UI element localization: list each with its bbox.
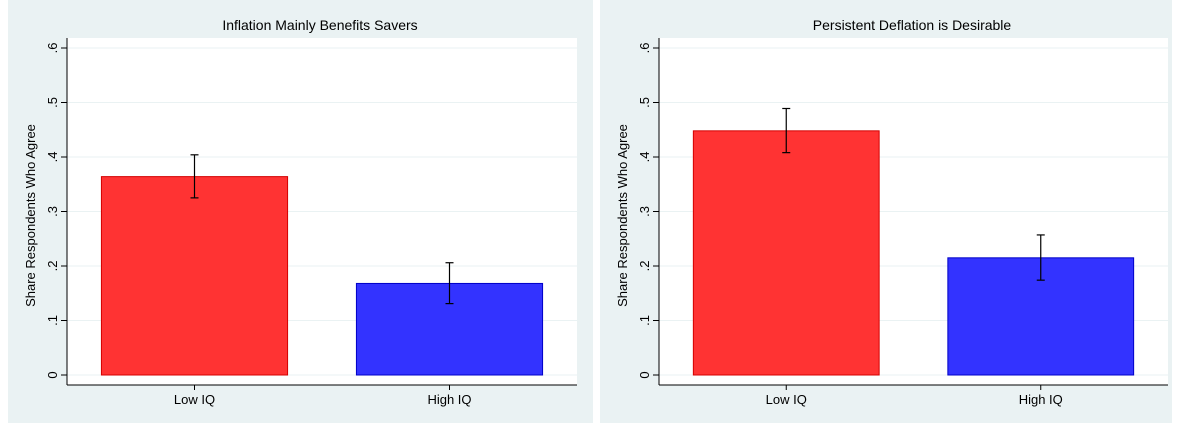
chart-panel-1: Inflation Mainly Benefits Savers 0 .1 .2 .3.… xyxy=(8,0,593,423)
chart-panel-2: Persistent Deflation is Desirable 0 .1 .2 .3… xyxy=(600,0,1172,423)
y-tick-label: .2 xyxy=(637,261,652,272)
y-axis-label: Share Respondents Who Agree xyxy=(23,124,38,307)
x-tick-label: Low IQ xyxy=(174,392,215,407)
y-tick-label: .2 xyxy=(45,261,60,272)
y-tick-label: .4 xyxy=(637,152,652,163)
bar-0 xyxy=(100,176,289,376)
bar-0 xyxy=(692,130,880,376)
y-tick-label: .6 xyxy=(637,43,652,54)
y-tick-label: .1 xyxy=(637,315,652,326)
x-tick-label: High IQ xyxy=(427,392,471,407)
chart-title: Persistent Deflation is Desirable xyxy=(813,17,1012,33)
x-tick-label: Low IQ xyxy=(766,392,807,407)
y-tick-label: .5 xyxy=(637,97,652,108)
y-tick-label: .5 xyxy=(45,97,60,108)
y-axis-label: Share Respondents Who Agree xyxy=(615,124,630,307)
y-tick-label: .6 xyxy=(45,43,60,54)
y-tick-label: .4 xyxy=(45,152,60,163)
y-tick-label: 0 xyxy=(45,371,60,378)
y-tick-label: .3 xyxy=(637,206,652,217)
x-tick-label: High IQ xyxy=(1019,392,1063,407)
y-tick-label: 0 xyxy=(637,371,652,378)
y-tick-label: .3 xyxy=(45,206,60,217)
chart-title: Inflation Mainly Benefits Savers xyxy=(222,17,417,33)
y-tick-label: .1 xyxy=(45,315,60,326)
